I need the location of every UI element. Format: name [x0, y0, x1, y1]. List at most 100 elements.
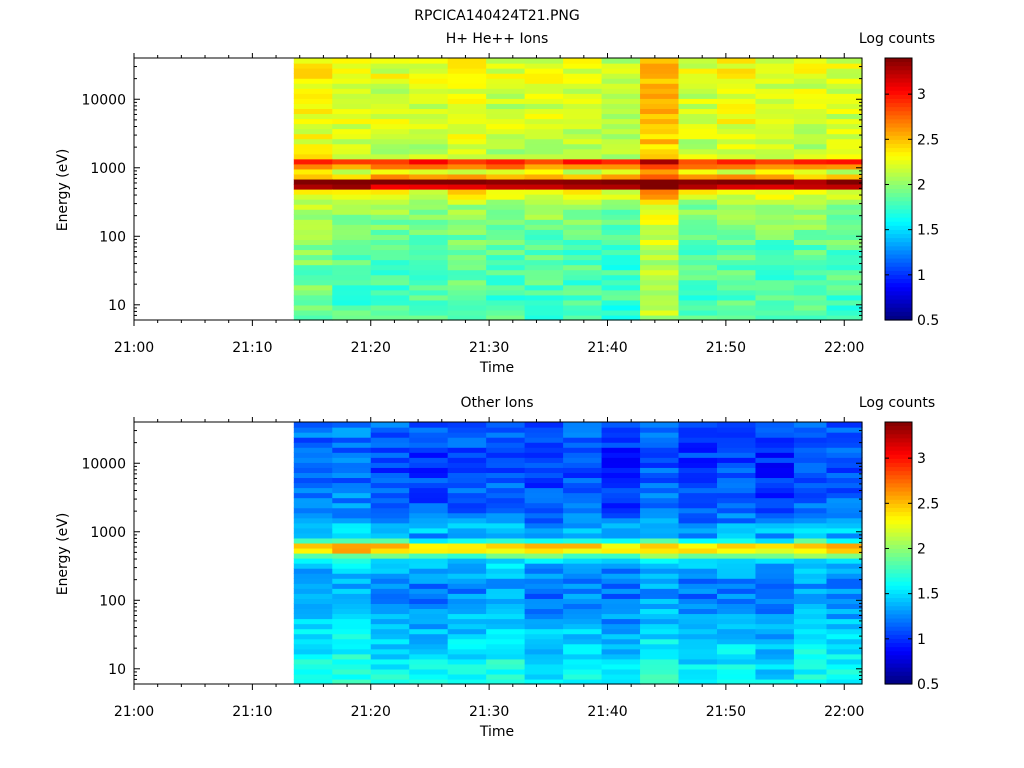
heatmap-cell: [601, 58, 641, 64]
heatmap-cell: [716, 467, 757, 473]
heatmap-cell: [678, 274, 718, 281]
heatmap-cell: [524, 648, 564, 655]
heatmap-cell: [640, 648, 680, 655]
heatmap-cell: [826, 214, 863, 220]
heatmap-cell: [755, 98, 795, 104]
heatmap-cell: [524, 462, 564, 468]
heatmap-cell: [563, 583, 603, 589]
heatmap-cell: [793, 83, 828, 89]
heatmap-cell: [826, 522, 863, 529]
heatmap-cell: [755, 573, 795, 579]
heatmap-cell: [716, 658, 757, 665]
heatmap-cell: [293, 668, 333, 675]
colorbar-swatch: [885, 205, 912, 211]
heatmap-cell: [563, 224, 603, 230]
heatmap-cell: [716, 264, 757, 271]
heatmap-cell: [716, 452, 757, 458]
heatmap-cell: [486, 158, 526, 165]
heatmap-cell: [826, 199, 863, 205]
heatmap-cell: [447, 299, 487, 306]
heatmap-cell: [447, 103, 487, 109]
heatmap-cell: [678, 668, 718, 675]
heatmap-cell: [524, 289, 564, 296]
heatmap-cell: [370, 239, 410, 246]
heatmap-cell: [678, 608, 718, 615]
heatmap-cell: [793, 264, 828, 271]
heatmap-cell: [755, 244, 795, 251]
heatmap-cell: [524, 573, 564, 579]
heatmap-cell: [755, 447, 795, 453]
heatmap-cell: [563, 178, 603, 185]
heatmap-cell: [332, 673, 372, 680]
heatmap-cell: [601, 678, 641, 685]
heatmap-cell: [409, 442, 449, 448]
heatmap-cell: [826, 628, 863, 635]
heatmap-cell: [793, 138, 828, 145]
heatmap-cell: [563, 427, 603, 433]
heatmap-cell: [678, 477, 718, 484]
heatmap-cell: [826, 279, 863, 286]
heatmap-cell: [486, 98, 526, 104]
heatmap-cell: [793, 133, 828, 140]
heatmap-cell: [601, 522, 641, 529]
heatmap-cell: [601, 83, 641, 89]
heatmap-cell: [409, 123, 449, 130]
heatmap-cell: [793, 487, 828, 494]
heatmap-cell: [826, 158, 863, 165]
heatmap-cell: [716, 678, 757, 685]
heatmap-cell: [524, 542, 564, 549]
heatmap-cell: [601, 608, 641, 615]
heatmap-cell: [332, 314, 372, 321]
colorbar-swatch: [885, 303, 912, 309]
heatmap-cell: [409, 199, 449, 205]
heatmap-cell: [678, 294, 718, 301]
heatmap-cell: [447, 63, 487, 69]
colorbar-swatch: [885, 528, 912, 534]
heatmap-cell: [640, 309, 680, 316]
heatmap-cell: [601, 447, 641, 453]
colorbar-label: Log counts: [859, 395, 935, 411]
heatmap-cell: [755, 472, 795, 479]
heatmap-cell: [640, 492, 680, 499]
heatmap-cell: [486, 314, 526, 321]
heatmap-cell: [678, 467, 718, 473]
heatmap-cell: [716, 219, 757, 225]
heatmap-cell: [293, 502, 333, 509]
heatmap-cell: [370, 108, 410, 115]
heatmap-cell: [332, 442, 372, 448]
heatmap-cell: [486, 304, 526, 311]
heatmap-cell: [716, 442, 757, 448]
heatmap-cell: [524, 668, 564, 675]
heatmap-cell: [755, 648, 795, 655]
heatmap-cell: [486, 189, 526, 195]
colorbar-swatch: [885, 90, 912, 96]
heatmap-cell: [678, 249, 718, 256]
heatmap-cell: [332, 542, 372, 549]
heatmap-cell: [486, 239, 526, 246]
heatmap-cell: [332, 299, 372, 306]
heatmap-cell: [293, 88, 333, 94]
heatmap-cell: [409, 472, 449, 479]
heatmap-cell: [332, 668, 372, 675]
heatmap-cell: [332, 527, 372, 534]
heatmap-cell: [563, 477, 603, 484]
heatmap-cell: [640, 153, 680, 160]
heatmap-cell: [601, 224, 641, 230]
heatmap-cell: [563, 598, 603, 604]
heatmap-cell: [640, 113, 680, 120]
heatmap-cell: [293, 58, 333, 64]
heatmap-cell: [563, 542, 603, 549]
heatmap-cell: [640, 239, 680, 246]
heatmap-cell: [601, 643, 641, 650]
heatmap-cell: [486, 168, 526, 175]
heatmap-cell: [332, 63, 372, 69]
heatmap-cell: [370, 462, 410, 468]
heatmap-cell: [370, 98, 410, 104]
heatmap-cell: [409, 194, 449, 200]
heatmap-cell: [524, 78, 564, 84]
heatmap-cell: [563, 284, 603, 291]
heatmap-cell: [524, 522, 564, 529]
heatmap-cell: [826, 244, 863, 251]
colorbar-swatch: [885, 610, 912, 615]
